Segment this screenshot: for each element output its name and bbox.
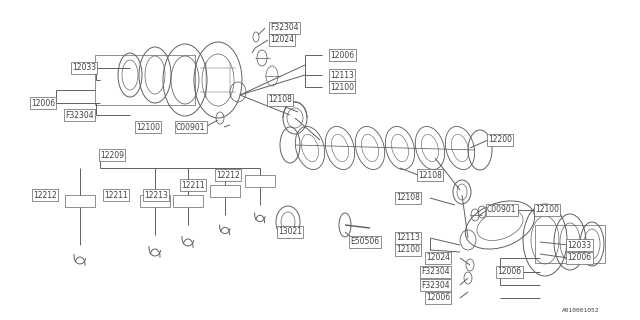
Bar [173, 195, 203, 207]
Text: 12108: 12108 [418, 171, 442, 180]
Text: 12100: 12100 [136, 123, 160, 132]
Text: F32304: F32304 [65, 110, 94, 119]
Text: 12024: 12024 [426, 253, 450, 262]
Text: 12113: 12113 [396, 234, 420, 243]
Text: E50506: E50506 [350, 237, 379, 246]
Text: 13021: 13021 [278, 228, 302, 236]
Bar [210, 185, 240, 197]
Text: F32304: F32304 [421, 268, 450, 276]
Text: 12212: 12212 [216, 171, 240, 180]
Text: 12113: 12113 [330, 70, 354, 79]
Text: 12006: 12006 [426, 293, 450, 302]
Text: 12108: 12108 [268, 95, 292, 105]
Text: 12209: 12209 [100, 150, 124, 159]
Bar [95, 55, 195, 105]
Text: 12100: 12100 [330, 83, 354, 92]
Text: 12006: 12006 [330, 51, 354, 60]
Bar [245, 175, 275, 187]
Text: 12033: 12033 [72, 63, 96, 73]
Text: F32304: F32304 [421, 281, 450, 290]
Text: 12213: 12213 [144, 190, 168, 199]
Text: F32304: F32304 [270, 23, 299, 33]
Text: 12100: 12100 [396, 245, 420, 254]
Text: 12108: 12108 [396, 194, 420, 203]
Text: 12006: 12006 [497, 268, 521, 276]
Text: 12100: 12100 [535, 205, 559, 214]
Text: 12200: 12200 [488, 135, 512, 145]
Bar [65, 195, 95, 207]
Bar [140, 195, 170, 207]
Text: 12211: 12211 [181, 180, 205, 189]
Text: 12006: 12006 [31, 99, 55, 108]
Text: 12006: 12006 [567, 253, 591, 262]
Text: A010001052: A010001052 [562, 308, 600, 313]
Text: 12212: 12212 [33, 190, 57, 199]
Text: C00901: C00901 [176, 123, 205, 132]
Text: 12024: 12024 [270, 36, 294, 44]
Text: 12211: 12211 [104, 190, 128, 199]
Bar [535, 225, 605, 263]
Text: 12033: 12033 [567, 241, 591, 250]
Text: C00901: C00901 [487, 205, 516, 214]
